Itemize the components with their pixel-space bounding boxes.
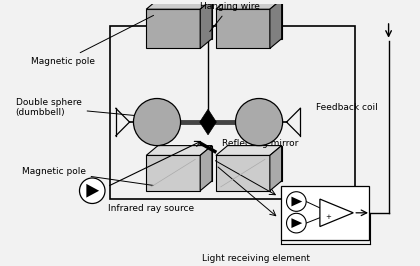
- Text: Infrared ray source: Infrared ray source: [108, 205, 194, 214]
- Polygon shape: [146, 146, 212, 155]
- Text: Light receiving element: Light receiving element: [202, 253, 310, 263]
- Polygon shape: [146, 155, 200, 191]
- Polygon shape: [87, 184, 99, 198]
- Text: Magnetic pole: Magnetic pole: [32, 15, 154, 66]
- Polygon shape: [291, 197, 302, 206]
- Polygon shape: [228, 0, 282, 39]
- Polygon shape: [146, 0, 212, 9]
- Polygon shape: [228, 146, 282, 181]
- Polygon shape: [200, 109, 216, 135]
- Polygon shape: [200, 146, 212, 191]
- Circle shape: [134, 98, 181, 146]
- Polygon shape: [158, 0, 212, 39]
- Circle shape: [286, 213, 306, 233]
- Text: Double sphere
(dumbbell): Double sphere (dumbbell): [16, 98, 150, 117]
- Polygon shape: [270, 146, 282, 191]
- Polygon shape: [291, 218, 302, 228]
- Polygon shape: [158, 146, 212, 181]
- Text: Magnetic pole: Magnetic pole: [21, 167, 153, 185]
- Text: +: +: [325, 214, 331, 220]
- Circle shape: [236, 98, 283, 146]
- Polygon shape: [270, 0, 282, 48]
- Polygon shape: [216, 0, 282, 9]
- Polygon shape: [216, 9, 270, 48]
- Polygon shape: [200, 0, 212, 48]
- Polygon shape: [281, 186, 369, 240]
- Text: Reflecting mirror: Reflecting mirror: [222, 139, 298, 148]
- Circle shape: [286, 192, 306, 211]
- Polygon shape: [216, 155, 270, 191]
- Polygon shape: [320, 199, 353, 227]
- Text: Hanging wire: Hanging wire: [200, 2, 260, 32]
- Circle shape: [79, 178, 105, 203]
- Polygon shape: [146, 9, 200, 48]
- Polygon shape: [216, 146, 282, 155]
- Text: Feedback coil: Feedback coil: [316, 103, 378, 112]
